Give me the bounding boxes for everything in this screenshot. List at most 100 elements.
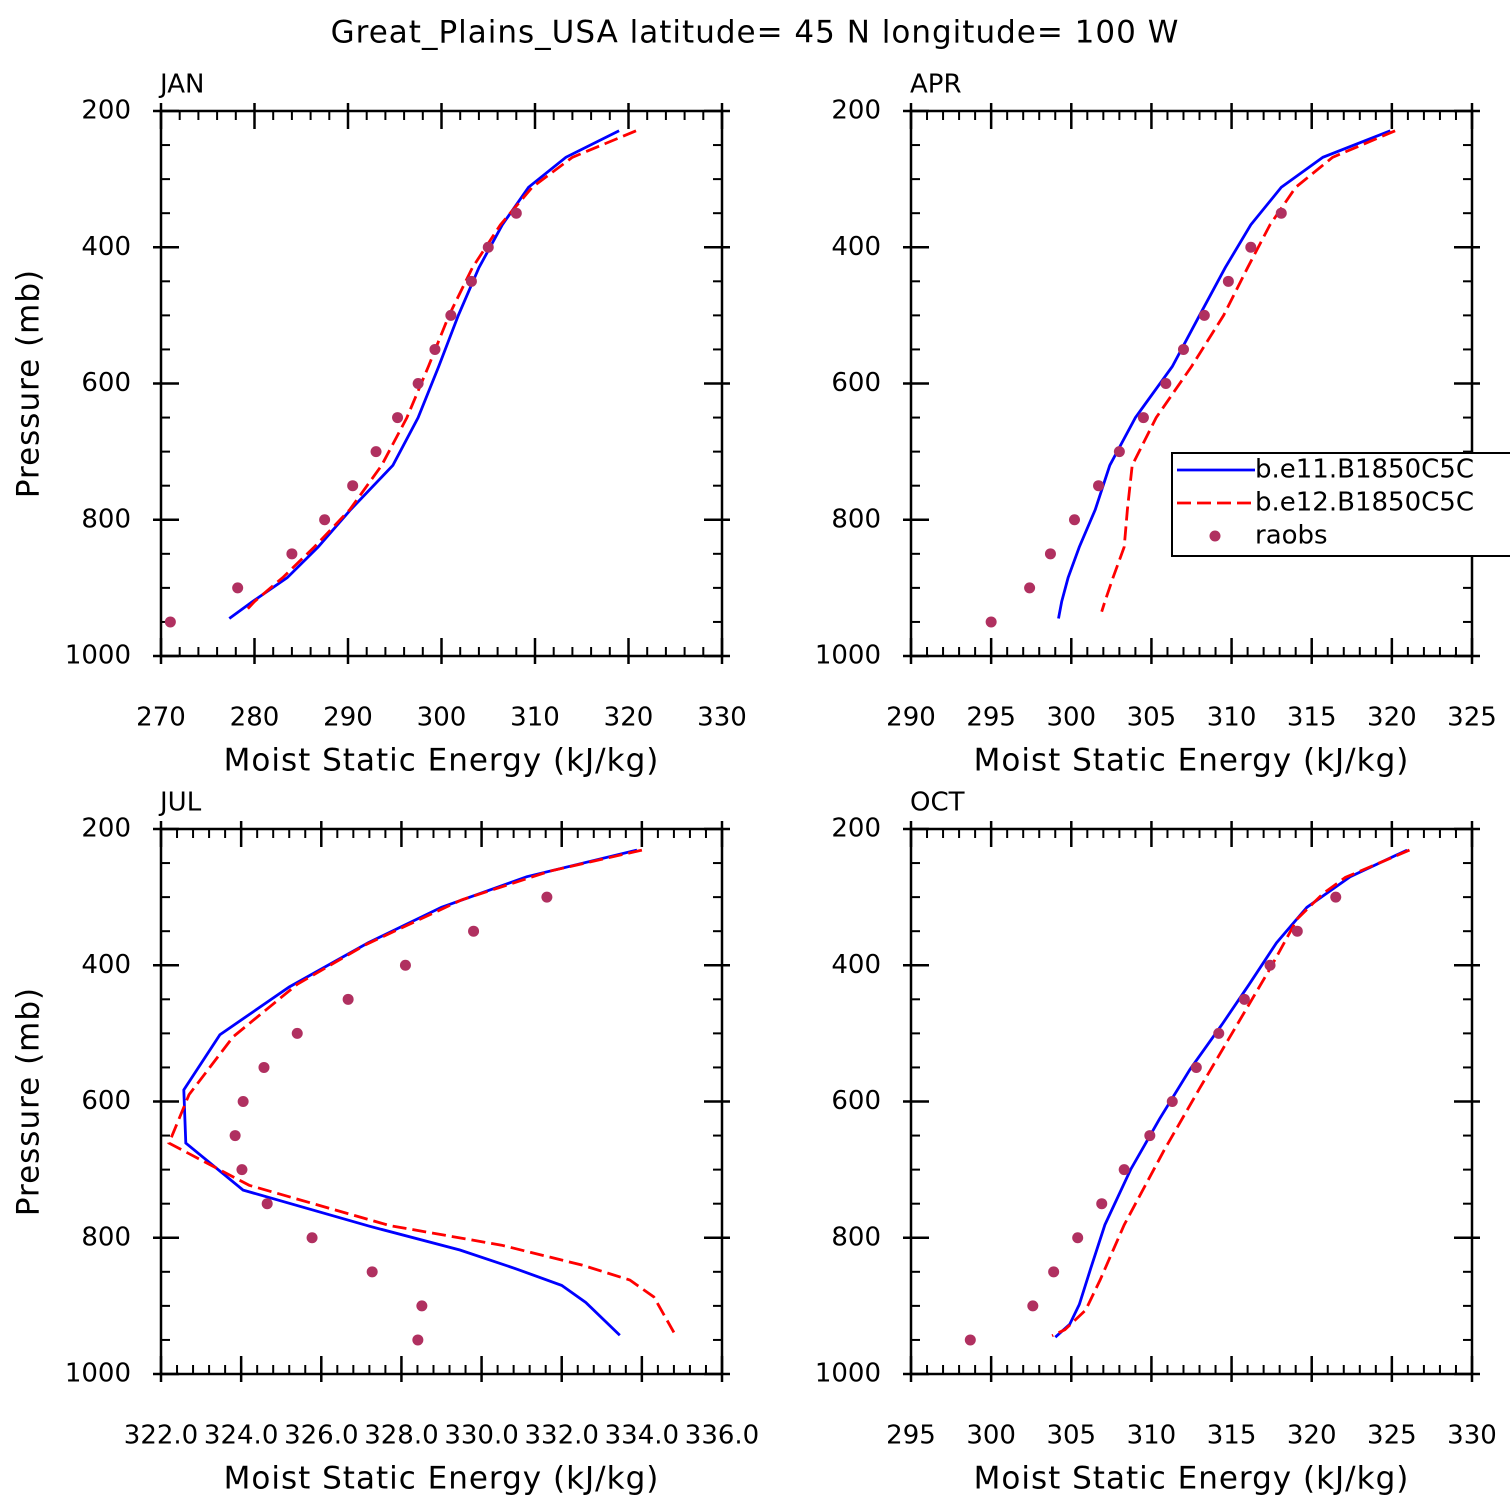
x-tick-label: 315 <box>1287 703 1337 733</box>
obs-point <box>1291 925 1303 937</box>
y-tick-label: 800 <box>831 504 881 534</box>
profile-line <box>228 129 620 620</box>
obs-point <box>1068 514 1080 526</box>
x-tick-label: 334.0 <box>605 1421 679 1451</box>
obs-point <box>1024 582 1036 594</box>
obs-point <box>1166 1096 1178 1107</box>
obs-point <box>985 616 997 628</box>
obs-point <box>1330 891 1342 903</box>
obs-point <box>306 1232 318 1244</box>
obs-point <box>1096 1198 1108 1210</box>
obs-point <box>1137 412 1149 424</box>
x-tick-label: 305 <box>1127 703 1177 733</box>
y-tick-label: 200 <box>831 814 881 844</box>
x-tick-label: 295 <box>886 1421 936 1451</box>
x-tick-label: 295 <box>966 703 1016 733</box>
x-tick-label: 310 <box>1127 1421 1177 1451</box>
profile-line <box>182 848 638 1337</box>
obs-point <box>164 616 176 628</box>
y-tick-label: 1000 <box>815 1359 881 1389</box>
x-tick-label: 290 <box>323 703 373 733</box>
obs-point <box>1245 241 1257 253</box>
obs-point <box>366 1266 378 1278</box>
x-tick-label: 322.0 <box>124 1421 198 1451</box>
y-tick-label: 400 <box>831 950 881 980</box>
y-tick-label: 600 <box>831 368 881 398</box>
obs-point <box>1275 207 1287 219</box>
obs-point <box>1238 993 1250 1005</box>
plot-frame <box>159 109 724 658</box>
y-tick-label: 1000 <box>65 1359 131 1389</box>
x-tick-label: 325 <box>1367 1421 1417 1451</box>
obs-point <box>1213 1027 1225 1039</box>
y-tick-label: 400 <box>81 232 131 262</box>
obs-point <box>232 582 244 594</box>
obs-point <box>964 1334 976 1346</box>
y-tick-label: 200 <box>81 96 131 126</box>
y-tick-label: 400 <box>831 232 881 262</box>
obs-point <box>237 1096 249 1107</box>
obs-point <box>342 993 354 1005</box>
x-tick-label: 305 <box>1046 1421 1096 1451</box>
obs-point <box>1177 343 1189 355</box>
y-tick-label: 800 <box>81 504 131 534</box>
y-tick-label: 200 <box>831 96 881 126</box>
obs-point <box>468 925 480 937</box>
x-axis-label: Moist Static Energy (kJ/kg) <box>974 1461 1410 1497</box>
x-tick-label: 290 <box>886 703 936 733</box>
x-tick-label: 280 <box>230 703 280 733</box>
y-axis-label: Pressure (mb) <box>11 987 47 1216</box>
obs-point <box>258 1061 270 1073</box>
profile-line <box>167 848 676 1334</box>
obs-point <box>261 1198 273 1210</box>
x-tick-label: 300 <box>1046 703 1096 733</box>
x-tick-label: 330.0 <box>444 1421 518 1451</box>
panel-title: JUL <box>158 788 202 818</box>
obs-point <box>229 1130 241 1142</box>
obs-point <box>1190 1061 1202 1073</box>
y-tick-label: 1000 <box>815 641 881 671</box>
profile-line <box>244 129 637 613</box>
x-tick-label: 328.0 <box>364 1421 438 1451</box>
obs-point <box>319 514 331 526</box>
obs-point <box>1198 309 1210 321</box>
x-tick-label: 330 <box>697 703 747 733</box>
profile-line <box>1051 848 1411 1338</box>
legend-marker <box>1209 530 1221 542</box>
x-axis-label: Moist Static Energy (kJ/kg) <box>974 743 1410 779</box>
x-tick-label: 310 <box>510 703 560 733</box>
obs-point <box>1072 1232 1084 1244</box>
legend-label: b.e11.B1850C5C <box>1255 455 1474 485</box>
y-tick-label: 800 <box>831 1222 881 1252</box>
obs-point <box>510 207 522 219</box>
plot-frame <box>909 109 1474 658</box>
obs-point <box>1044 548 1056 560</box>
x-tick-label: 336.0 <box>685 1421 759 1451</box>
obs-point <box>541 891 553 903</box>
obs-point <box>392 412 404 424</box>
obs-point <box>1118 1164 1130 1176</box>
x-tick-label: 320 <box>1287 1421 1337 1451</box>
x-tick-label: 320 <box>1367 703 1417 733</box>
obs-point <box>1093 480 1105 492</box>
obs-point <box>286 548 298 560</box>
obs-point <box>412 378 424 389</box>
x-tick-label: 315 <box>1207 1421 1257 1451</box>
x-tick-label: 270 <box>136 703 186 733</box>
y-tick-label: 200 <box>81 814 131 844</box>
x-tick-label: 325 <box>1447 703 1497 733</box>
y-tick-label: 600 <box>831 1086 881 1116</box>
x-axis-label: Moist Static Energy (kJ/kg) <box>224 1461 660 1497</box>
panel-title: APR <box>910 70 962 100</box>
obs-point <box>445 309 457 321</box>
x-tick-label: 320 <box>604 703 654 733</box>
obs-point <box>465 275 477 287</box>
obs-point <box>416 1300 428 1312</box>
x-tick-label: 330 <box>1447 1421 1497 1451</box>
y-axis-label: Pressure (mb) <box>11 269 47 498</box>
x-tick-label: 300 <box>966 1421 1016 1451</box>
obs-point <box>412 1334 424 1346</box>
obs-point <box>1222 275 1234 287</box>
y-tick-label: 400 <box>81 950 131 980</box>
